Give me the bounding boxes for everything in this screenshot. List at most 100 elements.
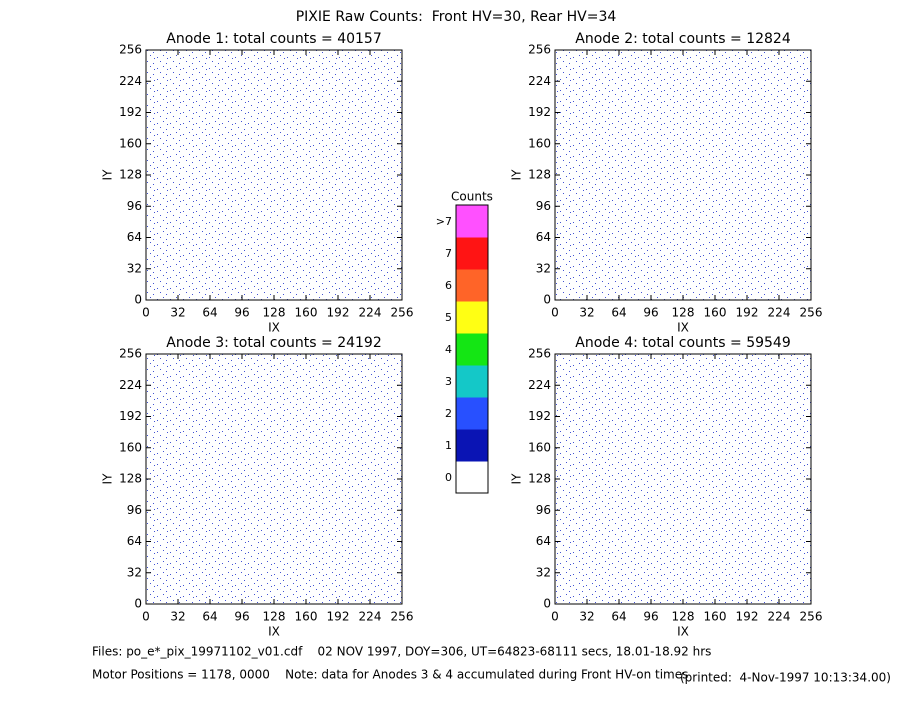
x-axis-label: IX — [268, 321, 280, 335]
panel-title: Anode 4: total counts = 59549 — [575, 335, 790, 351]
x-tick-label: 64 — [611, 610, 626, 624]
y-tick-label: 0 — [134, 293, 142, 307]
footer-files: Files: po_e*_pix_19971102_v01.cdf 02 NOV… — [92, 645, 711, 659]
x-tick-label: 32 — [579, 610, 594, 624]
x-tick-label: 160 — [704, 306, 727, 320]
y-tick-label: 64 — [127, 230, 142, 244]
colorbar-swatch — [455, 236, 489, 270]
y-tick-label: 96 — [536, 503, 551, 517]
y-tick-label: 192 — [119, 409, 142, 423]
colorbar-swatch — [455, 428, 489, 462]
x-tick-label: 64 — [202, 610, 217, 624]
colorbar-swatch — [455, 300, 489, 334]
colorbar-swatch — [455, 332, 489, 366]
colorbar-label: 5 — [445, 311, 452, 324]
colorbar-label: 1 — [445, 439, 452, 452]
y-tick-label: 224 — [119, 378, 142, 392]
x-tick-label: 128 — [672, 306, 695, 320]
footer-printed: (printed: 4-Nov-1997 10:13:34.00) — [680, 671, 891, 685]
x-tick-label: 224 — [768, 306, 791, 320]
y-axis-label: IY — [510, 169, 524, 181]
plot-texture — [146, 50, 402, 300]
y-tick-label: 192 — [119, 105, 142, 119]
colorbar-title: Counts — [451, 190, 493, 204]
x-tick-label: 256 — [391, 306, 414, 320]
colorbar-label: 0 — [445, 471, 452, 484]
footer-motor: Motor Positions = 1178, 0000 Note: data … — [92, 668, 688, 682]
y-tick-label: 160 — [528, 136, 551, 150]
y-tick-label: 256 — [528, 347, 551, 361]
colorbar-swatch — [456, 461, 488, 493]
y-tick-label: 192 — [528, 105, 551, 119]
x-tick-label: 64 — [611, 306, 626, 320]
y-tick-label: 160 — [528, 440, 551, 454]
x-tick-label: 224 — [359, 610, 382, 624]
x-tick-label: 32 — [170, 610, 185, 624]
page-title: PIXIE Raw Counts: Front HV=30, Rear HV=3… — [296, 9, 617, 25]
colorbar-swatch — [455, 268, 489, 302]
colorbar-label: 2 — [445, 407, 452, 420]
x-tick-label: 0 — [551, 306, 559, 320]
x-tick-label: 128 — [672, 610, 695, 624]
colorbar-swatch — [455, 204, 489, 238]
x-axis-label: IX — [677, 321, 689, 335]
x-tick-label: 192 — [736, 610, 759, 624]
x-axis-label: IX — [677, 625, 689, 639]
x-tick-label: 64 — [202, 306, 217, 320]
x-tick-label: 160 — [295, 306, 318, 320]
colorbar-label: >7 — [436, 215, 452, 228]
x-tick-label: 128 — [263, 610, 286, 624]
x-axis-label: IX — [268, 625, 280, 639]
x-tick-label: 96 — [643, 306, 658, 320]
y-tick-label: 64 — [536, 534, 551, 548]
x-tick-label: 224 — [359, 306, 382, 320]
y-axis-label: IY — [101, 473, 115, 485]
y-tick-label: 0 — [134, 597, 142, 611]
colorbar-label: 7 — [445, 247, 452, 260]
y-tick-label: 256 — [119, 43, 142, 57]
y-tick-label: 128 — [119, 168, 142, 182]
y-tick-label: 224 — [528, 74, 551, 88]
colorbar-label: 6 — [445, 279, 452, 292]
y-tick-label: 96 — [127, 199, 142, 213]
colorbar-swatch — [455, 364, 489, 398]
y-tick-label: 0 — [543, 597, 551, 611]
colorbar-label: 4 — [445, 343, 452, 356]
y-tick-label: 224 — [528, 378, 551, 392]
y-tick-label: 96 — [536, 199, 551, 213]
y-tick-label: 128 — [119, 472, 142, 486]
colorbar-swatch — [455, 396, 489, 430]
x-tick-label: 128 — [263, 306, 286, 320]
y-axis-label: IY — [101, 169, 115, 181]
colorbar-frame — [455, 204, 489, 494]
panel-title: Anode 1: total counts = 40157 — [166, 31, 381, 47]
y-tick-label: 224 — [119, 74, 142, 88]
y-axis-label: IY — [510, 473, 524, 485]
x-tick-label: 160 — [295, 610, 318, 624]
x-tick-label: 32 — [170, 306, 185, 320]
panel-title: Anode 3: total counts = 24192 — [166, 335, 381, 351]
y-tick-label: 96 — [127, 503, 142, 517]
y-tick-label: 256 — [119, 347, 142, 361]
x-tick-label: 96 — [234, 306, 249, 320]
colorbar-label: 3 — [445, 375, 452, 388]
y-tick-label: 32 — [536, 261, 551, 275]
x-tick-label: 0 — [142, 306, 150, 320]
x-tick-label: 256 — [391, 610, 414, 624]
y-tick-label: 160 — [119, 136, 142, 150]
y-tick-label: 32 — [536, 565, 551, 579]
y-tick-label: 64 — [127, 534, 142, 548]
x-tick-label: 32 — [579, 306, 594, 320]
x-tick-label: 96 — [234, 610, 249, 624]
x-tick-label: 192 — [327, 610, 350, 624]
y-tick-label: 32 — [127, 261, 142, 275]
y-tick-label: 192 — [528, 409, 551, 423]
y-tick-label: 128 — [528, 168, 551, 182]
plot-texture — [555, 50, 811, 300]
x-tick-label: 256 — [800, 306, 823, 320]
panel-title: Anode 2: total counts = 12824 — [575, 31, 791, 47]
x-tick-label: 0 — [142, 610, 150, 624]
plot-texture — [555, 354, 811, 604]
y-tick-label: 0 — [543, 293, 551, 307]
